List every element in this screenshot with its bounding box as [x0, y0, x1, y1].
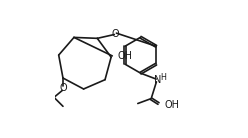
Text: O: O [59, 83, 67, 93]
Text: OH: OH [164, 100, 179, 110]
Text: O: O [111, 29, 119, 39]
Text: N: N [154, 75, 161, 85]
Text: H: H [160, 73, 166, 82]
Text: OH: OH [117, 51, 132, 61]
